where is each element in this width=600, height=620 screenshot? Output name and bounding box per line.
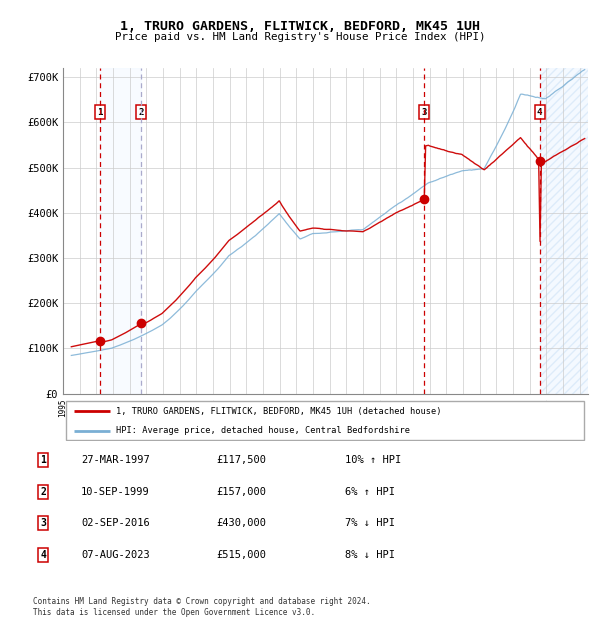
Text: 4: 4 (40, 550, 46, 560)
Bar (539, 68, 588, 394)
Text: HPI: Average price, detached house, Central Bedfordshire: HPI: Average price, detached house, Cent… (115, 427, 409, 435)
Text: 02-SEP-2016: 02-SEP-2016 (81, 518, 150, 528)
Text: 2: 2 (139, 108, 144, 117)
Text: £157,000: £157,000 (216, 487, 266, 497)
Text: 4: 4 (537, 108, 542, 117)
FancyBboxPatch shape (65, 401, 584, 440)
Text: £117,500: £117,500 (216, 455, 266, 465)
Text: 1, TRURO GARDENS, FLITWICK, BEDFORD, MK45 1UH (detached house): 1, TRURO GARDENS, FLITWICK, BEDFORD, MK4… (115, 407, 441, 415)
Bar (539, 68, 588, 394)
Text: 1: 1 (40, 455, 46, 465)
Text: 1: 1 (97, 108, 103, 117)
Text: £430,000: £430,000 (216, 518, 266, 528)
Text: 27-MAR-1997: 27-MAR-1997 (81, 455, 150, 465)
Text: 2: 2 (40, 487, 46, 497)
Text: Price paid vs. HM Land Registry's House Price Index (HPI): Price paid vs. HM Land Registry's House … (115, 32, 485, 42)
Text: 07-AUG-2023: 07-AUG-2023 (81, 550, 150, 560)
Text: 3: 3 (40, 518, 46, 528)
Text: 1, TRURO GARDENS, FLITWICK, BEDFORD, MK45 1UH: 1, TRURO GARDENS, FLITWICK, BEDFORD, MK4… (120, 20, 480, 33)
Text: 3: 3 (421, 108, 427, 117)
Text: Contains HM Land Registry data © Crown copyright and database right 2024.
This d: Contains HM Land Registry data © Crown c… (33, 598, 371, 617)
Text: 7% ↓ HPI: 7% ↓ HPI (345, 518, 395, 528)
Text: 10% ↑ HPI: 10% ↑ HPI (345, 455, 401, 465)
Text: 10-SEP-1999: 10-SEP-1999 (81, 487, 150, 497)
Text: 6% ↑ HPI: 6% ↑ HPI (345, 487, 395, 497)
Bar (100, 68, 141, 394)
Text: 8% ↓ HPI: 8% ↓ HPI (345, 550, 395, 560)
Text: £515,000: £515,000 (216, 550, 266, 560)
